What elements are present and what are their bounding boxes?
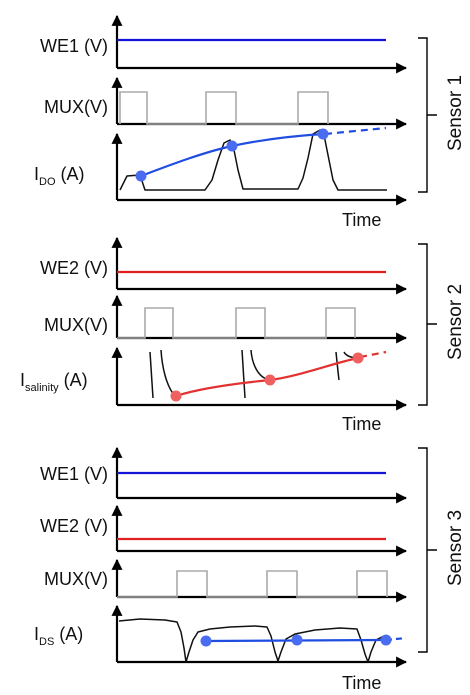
sensor3-sample-marker [380, 634, 392, 646]
sensor1-sample-marker [135, 170, 147, 182]
sensor3-sample-marker [200, 635, 212, 647]
sensor2-trend-extrapolation [359, 350, 387, 359]
sensor2-mux-trace [117, 307, 356, 339]
sensor1-label: Sensor 1 [445, 75, 466, 151]
sensor2-bracket [418, 243, 437, 406]
sensor3-time-label: Time [342, 673, 381, 693]
sensor2-sample-marker [264, 374, 276, 386]
sensor2-current-raw-trace [149, 349, 359, 399]
sensor1-sample-marker [226, 140, 238, 152]
sensor3-we2-label: WE2 (V) [40, 516, 108, 536]
sensor1-mux-label: MUX(V) [44, 97, 108, 117]
sensor3-sample-marker [291, 634, 303, 646]
sensor2-time-label: Time [342, 414, 381, 434]
sensor2-we2-label: WE2 (V) [40, 258, 108, 278]
sensor1-mux-trace [119, 91, 329, 125]
sensor1-bracket [418, 37, 437, 193]
sensor3-current-raw-trace [118, 618, 385, 663]
sensor3-mux-label: MUX(V) [44, 569, 108, 589]
sensor2-sample-marker [170, 390, 182, 402]
sensor3-bracket [418, 447, 437, 653]
sensor1-sample-marker [317, 128, 329, 140]
svg-text:IDO (A): IDO (A) [34, 164, 85, 188]
sensor1-group: WE1 (V) MUX(V) IDO (A) Time Sensor 1 [34, 14, 466, 230]
sensor3-group: WE1 (V) WE2 (V) MUX(V) IDS (A) Time Sens… [34, 446, 466, 693]
sensor1-time-label: Time [342, 210, 381, 230]
svg-text:IDS (A): IDS (A) [34, 624, 83, 648]
sensor2-group: WE2 (V) MUX(V) Isalinity (A) Time [20, 236, 466, 434]
sensor1-current-label: IDO (A) [34, 164, 85, 188]
sensor1-current-raw-trace [119, 129, 387, 191]
sensor1-we1-label: WE1 (V) [40, 36, 108, 56]
sensor3-current-label: IDS (A) [34, 624, 83, 648]
sensor2-label: Sensor 2 [445, 284, 466, 360]
sensor2-current-label: Isalinity (A) [20, 370, 88, 394]
sensor2-sample-marker [352, 352, 364, 364]
sensor1-trend-line [140, 132, 324, 178]
sensor3-mux-trace [117, 570, 388, 598]
sensor2-mux-label: MUX(V) [44, 315, 108, 335]
sensor3-label: Sensor 3 [445, 510, 466, 586]
sensor3-we1-label: WE1 (V) [40, 464, 108, 484]
sensor1-trend-extrapolation [324, 126, 387, 136]
svg-text:Isalinity (A): Isalinity (A) [20, 370, 88, 394]
